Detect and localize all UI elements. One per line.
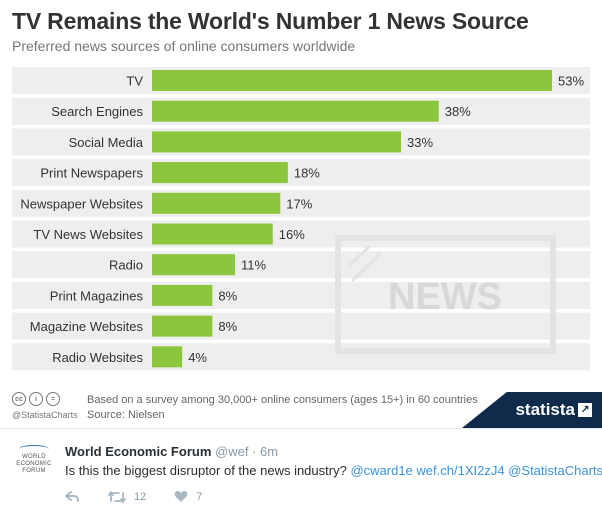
retweet-button[interactable]: 12 [108,491,146,503]
bar [152,131,402,153]
tweet-handle-time[interactable]: @wef · 6m [215,444,279,459]
like-button[interactable]: 7 [174,490,202,503]
wef-logo-line-2: ECONOMIC [16,461,52,467]
survey-note: Based on a survey among 30,000+ online c… [87,394,478,406]
bar-chart: NEWS TV 53% Search Engines 38% Social Media 3… [12,67,590,371]
bar [152,100,439,122]
statista-wordmark: statista [515,400,575,419]
value-label: 4% [188,350,207,365]
tweet-author[interactable]: World Economic Forum [65,444,212,459]
news-illustration-label: NEWS [388,276,502,318]
value-label: 53% [558,74,584,89]
reply-icon [65,490,79,502]
bars: TV 53% Search Engines 38% Social Media 33% Pri… [20,70,584,368]
wef-logo-line-3: FORUM [22,468,46,474]
value-label: 16% [279,227,305,242]
category-label: Magazine Websites [30,319,144,334]
bar [152,223,273,245]
category-label: Print Newspapers [40,166,143,181]
category-label: Newspaper Websites [20,196,143,211]
row-stripe [12,189,590,217]
bar [152,346,183,368]
category-label: Radio [109,258,143,273]
bar [152,254,236,276]
value-label: 17% [286,196,312,211]
row-stripe [12,343,590,371]
category-label: Social Media [69,135,144,150]
tweet-url-link[interactable]: wef.ch/1XI2zJ4 [416,463,505,478]
reply-button[interactable] [65,490,80,503]
retweet-icon [108,490,126,503]
tweet-text: Is this the biggest disruptor of the new… [65,463,602,478]
value-label: 8% [218,319,237,334]
source-note: Source: Nielsen [87,409,165,421]
infographic: TV Remains the World's Number 1 News Sou… [12,8,602,428]
category-label: Radio Websites [52,350,143,365]
row-stripe [12,312,590,340]
chart-subtitle: Preferred news sources of online consume… [12,38,356,54]
tweet-tag-link[interactable]: @StatistaCharts [508,463,602,478]
row-stripe [12,281,590,309]
tweet-card[interactable]: WORLD ECONOMIC FORUM World Economic Foru… [0,428,602,513]
wef-avatar[interactable]: WORLD ECONOMIC FORUM [14,445,54,475]
statista-arrow-icon: ↗ [578,403,592,417]
tweet-body: Is this the biggest disruptor of the new… [65,463,347,478]
tweet-header: World Economic Forum @wef · 6m [65,444,278,459]
bar [152,192,281,214]
like-count: 7 [196,490,203,503]
heart-icon [174,491,188,502]
bar [152,162,288,184]
value-label: 8% [218,288,237,303]
statista-logo: statista ↗ [515,400,592,420]
row-stripe [12,220,590,248]
chart-title: TV Remains the World's Number 1 News Sou… [12,8,529,34]
value-label: 33% [407,135,433,150]
bar [152,284,213,306]
attribution-icon: i [29,392,43,406]
license-icons: cc i = [12,392,60,406]
category-label: TV [126,74,143,89]
statista-handle: @StatistaCharts [12,410,78,420]
bar [152,315,213,337]
value-label: 11% [241,258,266,273]
cc-icon: cc [12,392,26,406]
category-label: Print Magazines [50,288,144,303]
news-tv-illustration: NEWS [335,235,556,354]
retweet-count: 12 [134,490,147,503]
tweet-actions: 12 7 [65,490,230,503]
row-stripe [12,159,590,187]
tweet-mention-link[interactable]: @cward1e [350,463,413,478]
category-label: Search Engines [51,104,143,119]
row-stripe [12,251,590,279]
wef-arc-icon [19,445,49,453]
wef-logo-line-1: WORLD [22,454,46,460]
equals-icon: = [46,392,60,406]
bar [152,70,552,91]
value-label: 18% [294,166,320,181]
value-label: 38% [445,104,471,119]
category-label: TV News Websites [33,227,143,242]
